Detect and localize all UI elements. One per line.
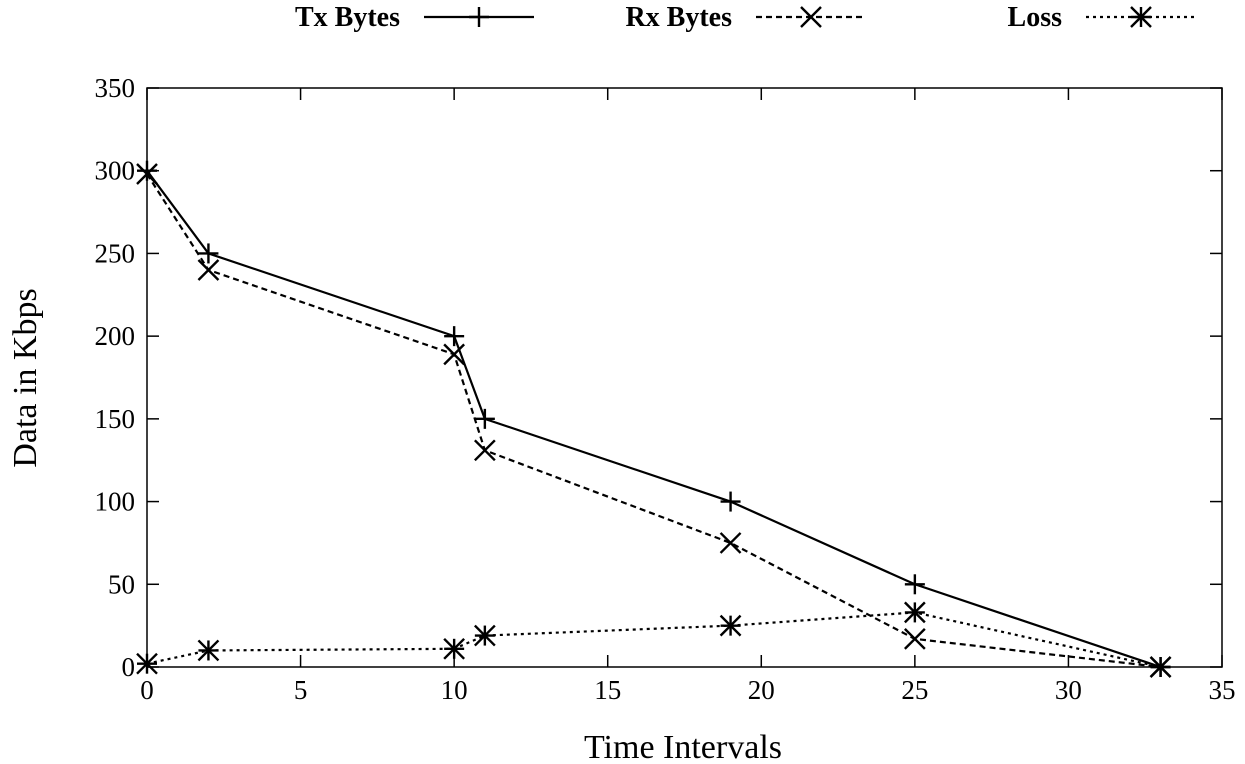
- series-tx-bytes: [137, 160, 1171, 677]
- x-tick-label: 5: [294, 675, 308, 705]
- y-tick-label: 200: [95, 321, 136, 351]
- legend-entry-tx-bytes: Tx Bytes: [295, 2, 534, 33]
- legend-marker-tx-bytes: [469, 7, 489, 27]
- x-tick-label: 35: [1209, 675, 1236, 705]
- x-tick-label: 20: [748, 675, 775, 705]
- y-tick-label: 250: [95, 238, 136, 268]
- y-tick-label: 100: [95, 487, 136, 517]
- data-point-loss: [1149, 656, 1172, 678]
- data-point-rx-bytes: [136, 163, 158, 185]
- series-line-tx-bytes: [146, 170, 1161, 669]
- data-point-loss: [197, 639, 220, 662]
- y-tick-label: 150: [95, 404, 136, 434]
- legend-marker-loss: [1130, 6, 1152, 28]
- legend-entry-rx-bytes: Rx Bytes: [625, 2, 866, 33]
- x-axis-title: Time Intervals: [584, 729, 782, 764]
- data-point-rx-bytes: [197, 259, 220, 281]
- data-point-loss: [904, 601, 926, 624]
- x-tick-label: 10: [441, 675, 468, 705]
- axes: 0 50 100 150 200 250 300 350 0 5 10 15 20 25 30 35: [95, 73, 1236, 705]
- data-point-tx-bytes: [137, 160, 157, 181]
- x-tick-label: 30: [1055, 675, 1082, 705]
- y-tick-label: 300: [95, 156, 136, 186]
- series-line-loss: [146, 611, 1161, 669]
- data-point-tx-bytes: [198, 243, 219, 264]
- legend-label-tx-bytes: Tx Bytes: [295, 2, 400, 33]
- series-loss: [136, 601, 1172, 678]
- data-point-tx-bytes: [904, 574, 925, 595]
- data-point-rx-bytes: [904, 628, 926, 650]
- data-point-loss: [719, 614, 742, 637]
- y-tick-label: 0: [122, 652, 136, 682]
- y-tick-label: 50: [108, 569, 135, 599]
- y-tick-label: 350: [95, 73, 136, 103]
- legend: Tx Bytes Rx Bytes Loss: [295, 2, 1196, 33]
- series-rx-bytes: [136, 163, 1172, 678]
- data-point-loss: [443, 637, 465, 660]
- legend-entry-loss: Loss: [1008, 2, 1196, 33]
- plot-frame: [146, 87, 1223, 668]
- legend-label-loss: Loss: [1008, 2, 1063, 33]
- data-point-tx-bytes: [474, 408, 495, 429]
- data-point-rx-bytes: [443, 343, 465, 366]
- data-point-tx-bytes: [444, 326, 465, 347]
- data-point-loss: [474, 624, 496, 647]
- data-point-rx-bytes: [719, 532, 742, 554]
- x-tick-label: 0: [140, 675, 154, 705]
- data-point-tx-bytes: [720, 491, 741, 512]
- x-tick-label: 25: [901, 675, 928, 705]
- series-line-rx-bytes: [146, 173, 1161, 669]
- series-layer: [136, 160, 1172, 678]
- legend-marker-rx-bytes: [800, 6, 822, 28]
- legend-label-rx-bytes: Rx Bytes: [625, 2, 732, 33]
- data-point-loss: [136, 652, 158, 675]
- y-axis-title: Data in Kbps: [7, 288, 44, 467]
- data-point-rx-bytes: [474, 439, 496, 462]
- x-tick-label: 15: [594, 675, 621, 705]
